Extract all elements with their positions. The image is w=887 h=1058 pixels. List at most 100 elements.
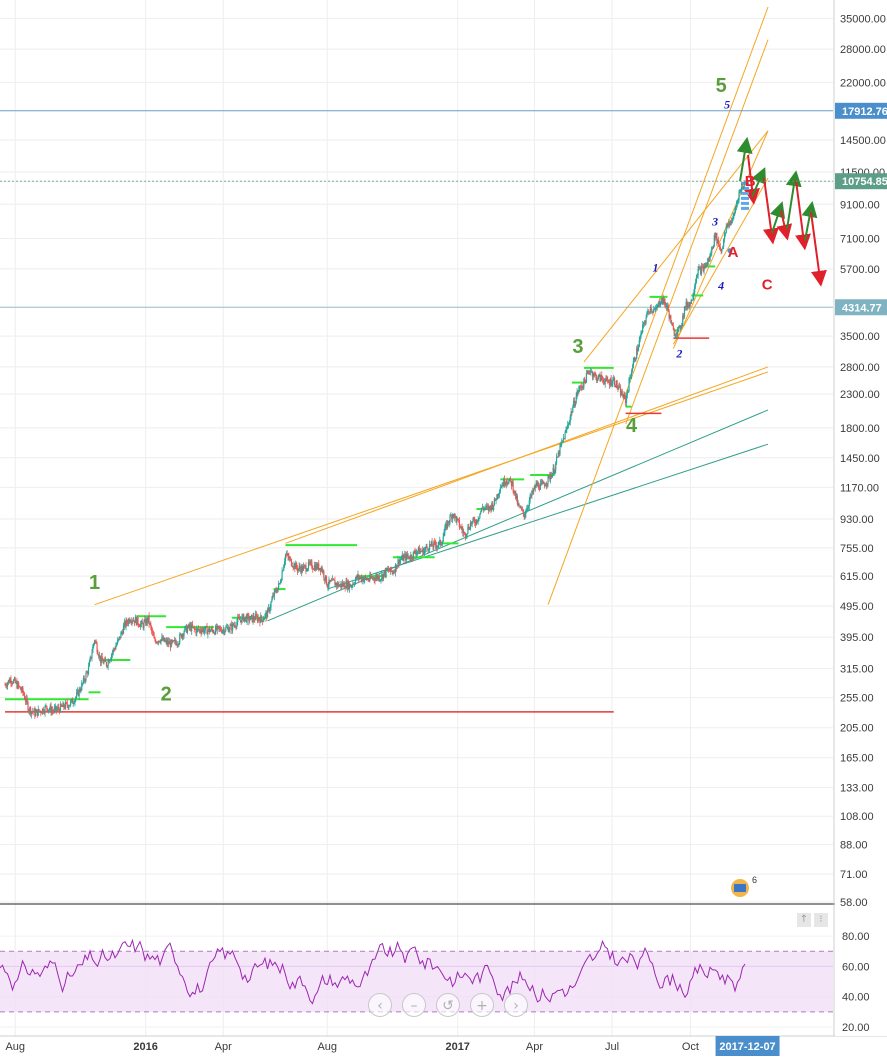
candle-body [135, 617, 137, 625]
candle-body [185, 625, 187, 627]
arrow-up-5 [801, 201, 818, 241]
candle-body [55, 705, 57, 711]
candle-body [62, 703, 64, 708]
pane-menu-button[interactable]: ⁝ [814, 913, 828, 927]
candle-body [381, 574, 383, 580]
candle-body [628, 378, 630, 391]
candle-body [679, 326, 681, 330]
candle-body [620, 391, 622, 396]
candle-body [201, 630, 203, 633]
candle-body [270, 601, 272, 608]
candle-body [206, 626, 208, 635]
candle-body [735, 204, 738, 207]
candle-body [664, 298, 666, 304]
candle-body [92, 646, 94, 653]
candle-body [512, 481, 514, 492]
candle-body [348, 583, 351, 590]
candle-body [285, 554, 287, 556]
candle-body [180, 634, 182, 635]
candle-body [493, 498, 495, 506]
candle-body [434, 541, 436, 543]
candle-body [692, 295, 694, 301]
candle-body [338, 585, 340, 587]
scroll-right-button[interactable]: › [504, 993, 528, 1017]
candle-body [16, 681, 18, 689]
candle-body [246, 614, 248, 623]
candle-body [667, 305, 669, 312]
candle-body [316, 564, 318, 569]
candle-body [541, 482, 543, 484]
candle-body [186, 627, 189, 633]
candle-body [410, 554, 412, 560]
candle-body [587, 371, 589, 374]
candle-body [741, 187, 744, 188]
price-tick-label: 71.00 [840, 869, 868, 881]
candle-body [619, 386, 621, 388]
candle-body [624, 393, 626, 397]
candle-body [364, 576, 366, 580]
candle-body [583, 378, 585, 388]
candle-body [678, 326, 680, 328]
candle-body [617, 388, 619, 389]
candle-body [540, 482, 542, 484]
candle-body [239, 619, 241, 621]
candle-body [317, 563, 319, 569]
candle-body [182, 634, 184, 637]
candle-body [654, 309, 656, 311]
candle-body [544, 485, 547, 487]
candle-body [450, 515, 452, 517]
candle-body [513, 491, 515, 493]
candle-body [102, 660, 104, 664]
candle-body [492, 505, 495, 509]
candle-body [603, 382, 605, 384]
candle-body [398, 559, 400, 565]
candle-body [463, 532, 465, 534]
reset-button[interactable]: ↺ [436, 993, 460, 1017]
candle-body [41, 712, 43, 714]
candle-body [586, 373, 588, 375]
candle-body [434, 542, 437, 546]
candle-body [374, 579, 376, 581]
candle-body [715, 233, 717, 239]
candle-body [63, 703, 65, 708]
candle-body [263, 618, 265, 620]
candle-body [417, 550, 419, 552]
candle-body [281, 571, 283, 580]
candle-body [188, 624, 190, 628]
candle-body [451, 515, 453, 520]
candle-body [173, 640, 175, 642]
candle-body [739, 189, 741, 192]
candle-body [161, 637, 163, 640]
candle-body [389, 567, 391, 572]
candle-body [230, 624, 232, 626]
candle-body [203, 628, 205, 633]
candle-body [40, 711, 42, 713]
candle-body [574, 402, 576, 406]
candle-body [401, 554, 403, 559]
candle-body [717, 239, 720, 246]
candle-body [631, 367, 634, 372]
pane-up-button[interactable]: ↑ [797, 913, 811, 927]
candle-body [211, 628, 213, 631]
candle-body [12, 682, 14, 684]
candle-body [671, 322, 673, 324]
candle-body [659, 303, 662, 306]
candle-body [133, 620, 135, 622]
candle-body [466, 533, 468, 536]
candle-body [71, 698, 73, 704]
candle-body [302, 566, 304, 571]
candle-body [218, 626, 220, 629]
scroll-left-button[interactable]: ‹ [368, 993, 392, 1017]
zoom-out-button[interactable]: – [402, 993, 426, 1017]
candle-body [412, 551, 414, 559]
zoom-in-button[interactable]: + [470, 993, 494, 1017]
candle-body [95, 641, 97, 644]
candle-body [371, 577, 374, 579]
candle-body [52, 711, 55, 712]
candle-body [297, 568, 299, 572]
candle-body [666, 305, 669, 307]
price-tick-label: 9100.00 [840, 199, 880, 211]
candle-body [8, 680, 10, 683]
price-tick-label: 28000.00 [840, 44, 886, 56]
